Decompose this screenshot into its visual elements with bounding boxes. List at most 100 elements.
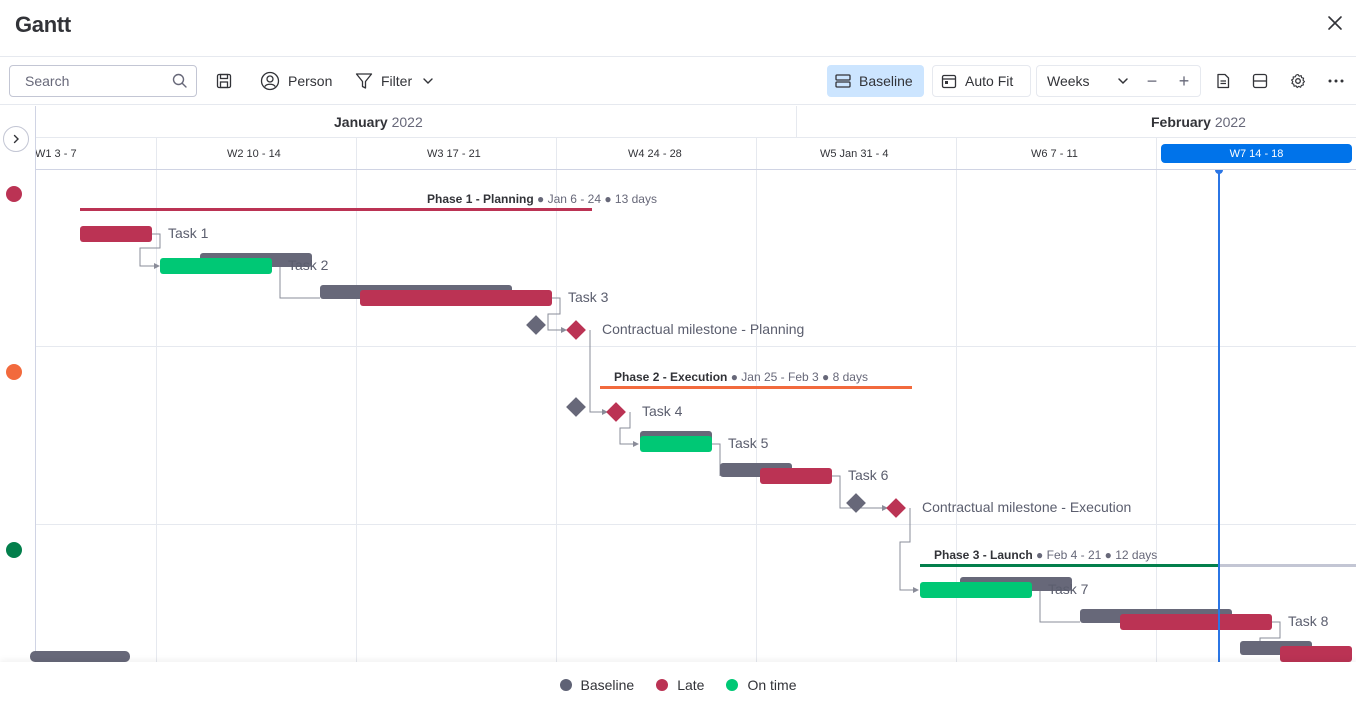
week-label: W4 24 - 28 bbox=[628, 148, 682, 160]
search-icon bbox=[172, 73, 187, 88]
week-label: W2 10 - 14 bbox=[227, 148, 281, 160]
task-6-bar[interactable] bbox=[760, 468, 832, 484]
timescale-value: Weeks bbox=[1047, 73, 1090, 89]
baseline-label: Baseline bbox=[859, 73, 913, 89]
gantt-bars-area: Phase 1 - Planning ● Jan 6 - 24 ● 13 day… bbox=[0, 170, 1356, 662]
today-marker bbox=[1215, 170, 1223, 174]
settings-button[interactable] bbox=[1286, 69, 1310, 93]
legend-item-on-time: On time bbox=[726, 677, 796, 693]
save-icon bbox=[216, 73, 232, 89]
expand-button[interactable] bbox=[3, 126, 29, 152]
group-dot-execution[interactable] bbox=[6, 364, 22, 380]
milestone-baseline bbox=[526, 315, 546, 335]
auto-fit-label: Auto Fit bbox=[965, 73, 1014, 89]
week-label: W3 17 - 21 bbox=[427, 148, 481, 160]
grid-line bbox=[756, 138, 757, 662]
week-label: W1 3 - 7 bbox=[35, 148, 77, 160]
task-label: Task 4 bbox=[642, 403, 683, 419]
baseline-dot-icon bbox=[559, 678, 572, 691]
phase-1-label: Phase 1 - Planning ● Jan 6 - 24 ● 13 day… bbox=[427, 192, 657, 206]
timescale-select[interactable]: Weeks bbox=[1037, 66, 1137, 96]
document-icon bbox=[1217, 73, 1230, 89]
group-dot-planning[interactable] bbox=[6, 186, 22, 202]
group-column bbox=[0, 106, 36, 662]
grid-line bbox=[356, 138, 357, 662]
gantt-bars bbox=[30, 170, 1356, 662]
phase-3-label: Phase 3 - Launch ● Feb 4 - 21 ● 12 days bbox=[934, 548, 1158, 562]
baseline-button[interactable]: Baseline bbox=[827, 65, 924, 97]
task-label: Task 1 bbox=[168, 225, 209, 241]
chevron-down-icon bbox=[423, 78, 433, 84]
month-divider bbox=[796, 106, 797, 138]
task-2-bar[interactable] bbox=[160, 258, 272, 274]
zoom-out-button[interactable]: − bbox=[1146, 70, 1158, 91]
gear-icon bbox=[1291, 73, 1306, 89]
phase-3-line[interactable] bbox=[920, 564, 1220, 567]
chevron-right-icon bbox=[13, 134, 19, 144]
on-time-dot-icon bbox=[726, 678, 739, 691]
task-label: Task 2 bbox=[288, 257, 329, 273]
gantt-chart: January 2022 February 2022 W1 3 - 7 W2 1… bbox=[0, 106, 1356, 662]
auto-fit-button[interactable]: Auto Fit bbox=[932, 65, 1031, 97]
task-1-bar[interactable] bbox=[80, 226, 152, 242]
group-dot-launch[interactable] bbox=[6, 542, 22, 558]
current-week-label: W7 14 - 18 bbox=[1161, 144, 1352, 163]
close-icon bbox=[1328, 16, 1342, 30]
filter-button[interactable]: Filter bbox=[355, 65, 434, 97]
baseline-icon bbox=[835, 74, 851, 88]
phase-2-label: Phase 2 - Execution ● Jan 25 - Feb 3 ● 8… bbox=[614, 370, 868, 384]
chevron-down-icon bbox=[1118, 78, 1128, 85]
filter-label: Filter bbox=[381, 73, 413, 89]
task-label: Task 6 bbox=[848, 467, 889, 483]
zoom-in-button[interactable]: + bbox=[1178, 70, 1190, 91]
search-input[interactable] bbox=[10, 66, 160, 96]
phase-2-line[interactable] bbox=[600, 386, 912, 389]
more-options-button[interactable] bbox=[1324, 69, 1348, 93]
month-january: January 2022 bbox=[334, 114, 423, 130]
layout-button[interactable] bbox=[1248, 69, 1272, 93]
person-icon bbox=[260, 71, 280, 91]
more-icon bbox=[1328, 79, 1344, 83]
milestone-planning[interactable] bbox=[566, 320, 586, 340]
task-5-bar[interactable] bbox=[640, 436, 712, 452]
milestone-execution[interactable] bbox=[886, 498, 906, 518]
task-7-bar[interactable] bbox=[920, 582, 1032, 598]
save-view-button[interactable] bbox=[212, 69, 236, 93]
grid-line bbox=[156, 138, 157, 662]
toolbar: Person Filter Baseline Auto Fit Weeks bbox=[0, 57, 1356, 105]
task-label: Task 7 bbox=[1048, 581, 1089, 597]
task-4-milestone[interactable] bbox=[606, 402, 626, 422]
search-box[interactable] bbox=[9, 65, 197, 97]
task-label: Task 8 bbox=[1288, 613, 1329, 629]
close-button[interactable] bbox=[1324, 10, 1346, 36]
page-title: Gantt bbox=[15, 12, 71, 37]
gantt-header: Gantt bbox=[0, 0, 1356, 57]
week-label: W5 Jan 31 - 4 bbox=[820, 148, 889, 160]
grid-line bbox=[956, 138, 957, 662]
task-label: Contractual milestone - Execution bbox=[922, 499, 1132, 515]
week-header: W1 3 - 7 W2 10 - 14 W3 17 - 21 W4 24 - 2… bbox=[35, 138, 1356, 170]
task-3-bar[interactable] bbox=[360, 290, 552, 306]
legend-item-late: Late bbox=[656, 677, 704, 693]
legend-item-baseline: Baseline bbox=[559, 677, 634, 693]
timescale-group: Weeks − + bbox=[1036, 65, 1201, 97]
filter-icon bbox=[355, 73, 373, 89]
milestone-baseline bbox=[846, 493, 866, 513]
late-dot-icon bbox=[656, 678, 669, 691]
task-8-bar[interactable] bbox=[1120, 614, 1272, 630]
task-label: Task 3 bbox=[568, 289, 609, 305]
split-view-icon bbox=[1252, 73, 1268, 89]
phase-1-line[interactable] bbox=[80, 208, 592, 211]
person-filter-button[interactable]: Person bbox=[260, 65, 332, 97]
export-button[interactable] bbox=[1211, 69, 1235, 93]
baseline-bars bbox=[30, 253, 1312, 662]
phase-3-line-remaining bbox=[1220, 564, 1356, 567]
task-9-bar[interactable] bbox=[1280, 646, 1352, 662]
month-february: February 2022 bbox=[1151, 114, 1246, 130]
grid-line bbox=[556, 138, 557, 662]
task-label: Task 5 bbox=[728, 435, 769, 451]
week-label: W6 7 - 11 bbox=[1031, 148, 1078, 160]
dependency-lines bbox=[139, 233, 1281, 654]
legend: Baseline Late On time bbox=[0, 662, 1356, 707]
milestone-baseline bbox=[566, 397, 586, 417]
